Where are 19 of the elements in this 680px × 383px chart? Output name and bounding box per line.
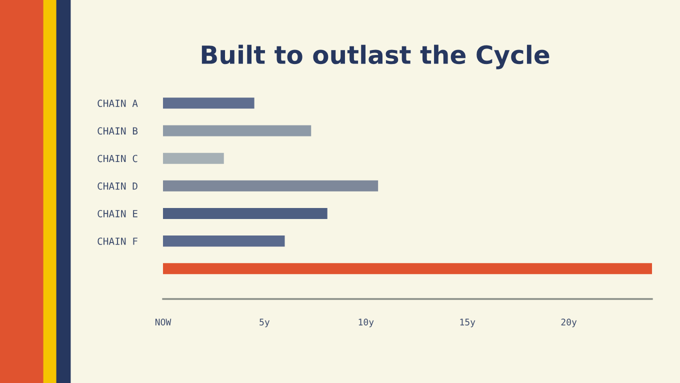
bar xyxy=(163,98,254,109)
x-tick-label: 20y xyxy=(561,318,577,328)
bar xyxy=(163,180,378,192)
chart-title: Built to outlast the Cycle xyxy=(202,44,550,70)
x-tick-label: 15y xyxy=(460,318,476,328)
y-tick-label: CHAIN A xyxy=(98,100,138,108)
y-tick-label: CHAIN F xyxy=(98,238,138,245)
y-tick-label: CHAIN B xyxy=(98,127,138,135)
bar xyxy=(163,236,285,247)
x-tick-label: 5y xyxy=(260,318,270,328)
bar xyxy=(163,263,652,274)
x-tick-label: 10y xyxy=(358,318,374,328)
y-tick-label: CHAIN C xyxy=(98,154,138,162)
bar xyxy=(163,152,224,164)
y-tick-label: CHAIN D xyxy=(98,182,138,190)
bar xyxy=(163,125,312,136)
y-tick-label: CHAIN E xyxy=(98,210,138,218)
bar xyxy=(163,208,328,220)
x-tick-label: NOW xyxy=(155,318,172,326)
